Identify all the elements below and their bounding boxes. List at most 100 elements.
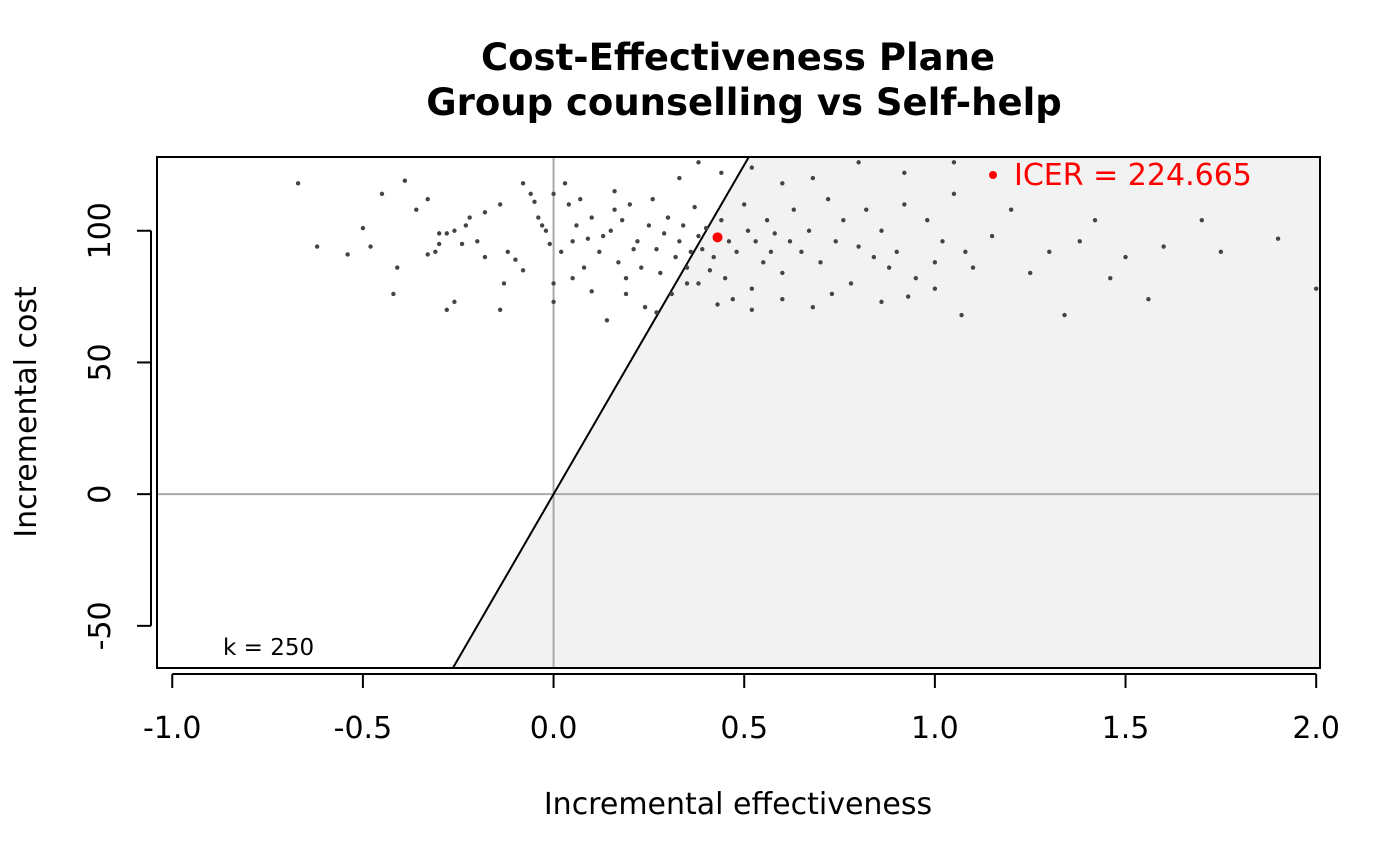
x-tick-label: 1.0 (911, 711, 959, 746)
scatter-point (879, 228, 884, 233)
scatter-point (768, 249, 774, 255)
scatter-point (452, 228, 457, 233)
scatter-point (314, 244, 320, 249)
x-tick-label: -1.0 (143, 711, 202, 746)
scatter-point (902, 170, 907, 176)
scatter-point (749, 286, 755, 291)
scatter-point (791, 207, 796, 212)
scatter-point (368, 244, 373, 249)
scatter-point (585, 236, 591, 241)
scatter-point (1146, 297, 1151, 302)
scatter-point (829, 291, 835, 297)
scatter-point (745, 228, 751, 233)
scatter-point (616, 260, 621, 265)
scatter-point (856, 160, 861, 165)
scatter-point (612, 207, 617, 212)
scatter-point (719, 218, 724, 223)
scatter-point (963, 249, 968, 255)
scatter-point (425, 252, 430, 257)
scatter-point (864, 207, 869, 212)
scatter-point (505, 249, 511, 255)
scatter-point (787, 239, 793, 244)
scatter-point (1123, 254, 1128, 260)
scatter-point (1275, 236, 1281, 241)
scatter-point (940, 239, 945, 244)
scatter-point (646, 223, 652, 228)
scatter-point (501, 281, 507, 286)
y-axis: -50 0 50 100 (83, 202, 152, 650)
scatter-point (1092, 218, 1098, 223)
scatter-point (753, 239, 758, 244)
scatter-point (780, 270, 785, 276)
scatter-point (1218, 249, 1224, 255)
scatter-point (726, 239, 732, 244)
scatter-point (818, 260, 823, 265)
scatter-point (650, 196, 655, 202)
scatter-point (482, 254, 488, 260)
scatter-point (722, 275, 728, 281)
scatter-point (436, 231, 442, 236)
x-tick-label: 0.0 (530, 711, 578, 746)
scatter-point (497, 202, 503, 207)
scatter-point (841, 218, 846, 223)
scatter-point (810, 304, 816, 310)
scatter-point (742, 202, 747, 207)
scatter-point (597, 249, 602, 255)
x-axis: -1.0 -0.5 0.0 0.5 1.0 1.5 2.0 (143, 673, 1340, 746)
scatter-point (436, 241, 442, 247)
icer-label: ICER = 224.665 (1014, 158, 1252, 193)
scatter-point (696, 281, 701, 286)
scatter-point (681, 223, 686, 228)
scatter-point (932, 260, 938, 265)
icer-point (712, 232, 723, 243)
y-tick-label: 100 (83, 202, 118, 259)
scatter-point (532, 199, 537, 204)
scatter-point (570, 275, 575, 281)
scatter-point (608, 228, 613, 233)
scatter-point (642, 304, 648, 310)
scatter-point (463, 223, 469, 228)
scatter-point (856, 244, 861, 249)
scatter-point (513, 257, 518, 262)
scatter-point (600, 233, 606, 239)
scatter-point (566, 202, 572, 207)
scatter-point (806, 228, 812, 233)
scatter-point (989, 233, 995, 239)
scatter-point (780, 297, 785, 302)
scatter-point (467, 215, 472, 220)
scatter-point (578, 196, 583, 202)
scatter-point (772, 231, 777, 236)
scatter-point (639, 265, 644, 270)
scatter-point (459, 241, 465, 247)
scatter-point (1313, 286, 1319, 291)
scatter-point (536, 215, 541, 220)
scatter-point (764, 218, 770, 223)
scatter-point (925, 218, 930, 223)
scatter-point (951, 191, 957, 197)
scatter-point (547, 241, 552, 247)
scatter-point (871, 254, 877, 260)
scatter-point (543, 228, 549, 233)
simulation-points (295, 160, 1319, 323)
scatter-point (1161, 244, 1166, 249)
scatter-point (951, 160, 957, 165)
scatter-point (700, 246, 705, 252)
scatter-point (1108, 275, 1113, 281)
scatter-point (581, 265, 587, 270)
scatter-point (711, 254, 716, 260)
scatter-point (402, 178, 408, 183)
icer-legend-bullet (989, 171, 997, 179)
scatter-point (551, 281, 556, 286)
scatter-point (1008, 207, 1014, 212)
scatter-point (715, 302, 720, 307)
scatter-point (799, 249, 804, 255)
scatter-point (1062, 312, 1067, 318)
scatter-point (1028, 270, 1033, 276)
scatter-point (730, 297, 735, 302)
scatter-point (623, 291, 629, 297)
scatter-point (970, 265, 976, 270)
y-tick-label: 0 (83, 485, 118, 504)
scatter-point (295, 181, 301, 186)
x-tick-label: 1.5 (1102, 711, 1150, 746)
scatter-point (425, 196, 430, 202)
